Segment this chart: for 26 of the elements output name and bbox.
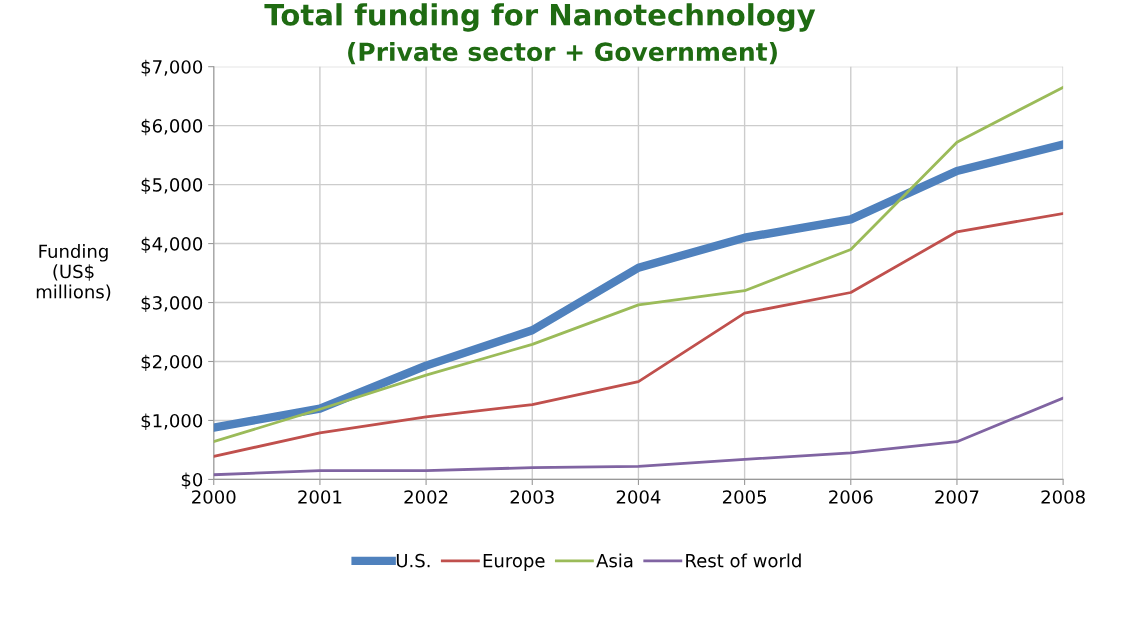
- x-tick-label: 2005: [722, 490, 767, 504]
- x-tick-label: 2008: [1041, 490, 1085, 504]
- line-series: [213, 85, 1064, 444]
- y-tick-label: $0: [181, 472, 203, 489]
- y-tick-label: $1,000: [141, 413, 203, 430]
- y-tick-label: $5,000: [141, 177, 203, 195]
- chart-subtitle: (Private sector + Government): [348, 41, 777, 65]
- x-tick-label: 2006: [829, 490, 873, 504]
- y-tick-label: $6,000: [141, 118, 203, 136]
- x-tick-label: 2001: [298, 490, 342, 504]
- y-axis-title: Funding (US$ millions): [36, 244, 111, 301]
- y-tick-label: $3,000: [141, 295, 203, 313]
- line-series: [213, 212, 1064, 458]
- legend-label: Europe: [483, 554, 545, 571]
- legend-label: Rest of world: [686, 553, 801, 568]
- x-tick-label: 2007: [935, 490, 979, 504]
- legend-label: U.S.: [396, 553, 430, 568]
- y-tick-label: $4,000: [141, 236, 203, 254]
- chart-title: Total funding for Nanotechnology: [264, 3, 816, 32]
- x-tick-label: 2004: [616, 490, 661, 504]
- x-tick-label: 2002: [404, 490, 448, 504]
- x-tick-label: 2003: [510, 490, 554, 504]
- y-tick-label: $2,000: [141, 354, 203, 372]
- legend-label: Asia: [596, 553, 633, 568]
- x-tick-label: 2000: [192, 490, 236, 504]
- y-tick-label: $7,000: [141, 59, 203, 77]
